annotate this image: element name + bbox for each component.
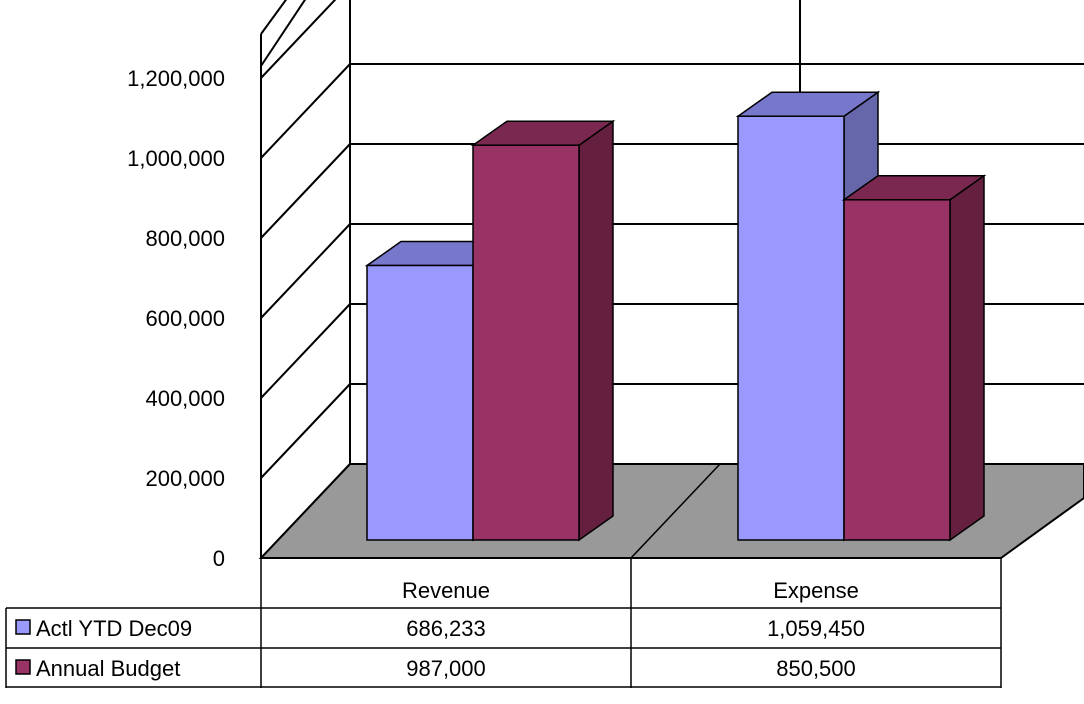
bar (737, 115, 845, 541)
floor-divider (630, 463, 721, 559)
gridline-side (260, 0, 307, 67)
bar-side (949, 174, 985, 542)
legend-series-name: Annual Budget (36, 656, 180, 681)
gridline-side (260, 143, 351, 239)
y-tick-label: 1,000,000 (127, 146, 225, 171)
data-value-label: 686,233 (406, 616, 486, 641)
y-tick-label: 1,200,000 (127, 66, 225, 91)
y-axis: 0 200,000 400,000 600,000 800,000 1,000,000 1,… (127, 66, 225, 571)
bar (843, 199, 951, 541)
gridline-side (260, 63, 351, 159)
data-value-label: 987,000 (406, 656, 486, 681)
category-label: Revenue (402, 578, 490, 603)
legend-swatch (15, 619, 31, 635)
legend-series-name: Actl YTD Dec09 (36, 616, 192, 641)
bar-side (578, 119, 614, 542)
bar (366, 264, 474, 541)
data-value-label: 1,059,450 (767, 616, 865, 641)
data-table: Revenue Expense Actl YTD Dec09 686,233 1,059… (5, 558, 1002, 688)
y-tick-label: 600,000 (145, 306, 225, 331)
side-wall-top-edge (260, 0, 288, 35)
category-label: Expense (773, 578, 859, 603)
gridline-side (260, 223, 351, 319)
gridline-side (260, 0, 337, 79)
y-tick-label: 0 (213, 546, 225, 571)
y-tick-label: 800,000 (145, 226, 225, 251)
y-tick-label: 400,000 (145, 386, 225, 411)
bars (364, 90, 987, 542)
gridline-side (260, 383, 351, 479)
legend-swatch (15, 659, 31, 675)
bar (472, 144, 580, 541)
y-tick-label: 200,000 (145, 466, 225, 491)
data-value-label: 850,500 (776, 656, 856, 681)
gridline-side (260, 303, 351, 399)
